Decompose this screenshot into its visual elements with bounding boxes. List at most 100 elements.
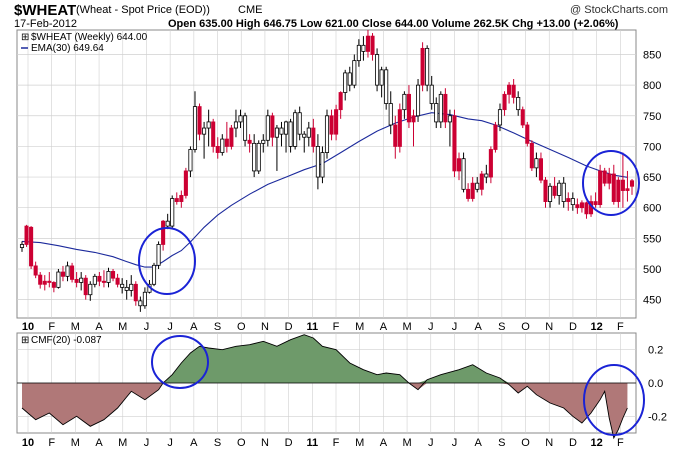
- candle: [375, 48, 380, 92]
- candle-body: [238, 115, 243, 123]
- candle-body: [598, 170, 603, 206]
- candle-body: [256, 142, 261, 172]
- candle-body: [388, 103, 393, 126]
- candle-body: [334, 109, 339, 135]
- candle: [283, 120, 289, 153]
- candle-body: [165, 220, 170, 227]
- candle: [97, 272, 102, 287]
- candle: [311, 118, 316, 153]
- candle: [24, 224, 29, 247]
- candle-body: [324, 115, 330, 153]
- cmf-x-tick-label: 12: [590, 437, 602, 449]
- candle: [507, 82, 512, 104]
- candle: [579, 200, 584, 213]
- candle: [202, 121, 207, 159]
- candle-body: [620, 179, 625, 191]
- candle-body: [156, 244, 161, 266]
- candle: [361, 36, 366, 61]
- candle-body: [106, 271, 111, 283]
- cmf-y-axis: 0.2 0.0 -0.2: [648, 345, 667, 424]
- price-x-tick-label: A: [95, 321, 103, 333]
- price-x-tick-label: 12: [590, 321, 602, 333]
- candle-body: [502, 93, 507, 111]
- candle: [261, 134, 266, 153]
- candle: [484, 164, 489, 184]
- candle: [538, 152, 543, 184]
- candle: [420, 42, 425, 92]
- candle-body: [443, 93, 448, 123]
- candle-body: [525, 124, 530, 144]
- candle: [620, 152, 625, 208]
- copyright: @ StockCharts.com: [570, 4, 668, 16]
- candle: [575, 198, 580, 214]
- candle-body: [384, 69, 389, 104]
- candle: [406, 85, 411, 129]
- candle: [456, 152, 462, 181]
- candle-body: [97, 275, 102, 282]
- annotation-circle-price-breakout: [138, 227, 196, 295]
- candle-body: [115, 277, 120, 285]
- candle-body: [293, 112, 298, 147]
- cmf-x-tick-label: 10: [22, 437, 34, 449]
- candle: [56, 268, 61, 289]
- candle-body: [456, 158, 462, 172]
- price-y-tick-label: 850: [643, 50, 661, 62]
- cmf-x-axis: 10 F M A M J J A S O N D 11 F M A M J J A S O N D 12 F: [22, 437, 624, 449]
- price-x-tick-label: A: [380, 321, 388, 333]
- candle: [598, 164, 603, 208]
- candle: [179, 190, 184, 208]
- price-x-tick-label: 11: [306, 321, 318, 333]
- candle: [616, 177, 621, 208]
- candle-body: [151, 264, 157, 285]
- candle-body: [320, 152, 325, 178]
- candle: [393, 115, 398, 159]
- candle: [324, 109, 330, 159]
- candle-body: [625, 188, 630, 191]
- candle: [552, 177, 557, 199]
- candle: [557, 180, 562, 205]
- candle-body: [111, 271, 116, 279]
- candle-body: [279, 127, 284, 135]
- price-x-tick-label: O: [521, 321, 530, 333]
- price-y-tick-label: 450: [643, 295, 661, 307]
- annotation-circle-cmf-rise: [151, 335, 209, 389]
- candle: [334, 104, 339, 141]
- candle-body: [534, 158, 539, 169]
- candle: [174, 192, 179, 205]
- candle-body: [402, 93, 407, 111]
- candle: [425, 45, 430, 92]
- candle: [488, 146, 493, 184]
- chart-description: (Wheat - Spot Price (EOD)): [76, 4, 210, 16]
- cmf-x-tick-label: O: [237, 437, 246, 449]
- cmf-x-tick-label: D: [569, 437, 577, 449]
- candle: [51, 281, 56, 293]
- candle-body: [83, 277, 88, 296]
- price-x-tick-label: S: [214, 321, 221, 333]
- candle-body: [70, 265, 75, 280]
- candle-body: [365, 35, 371, 52]
- price-x-tick-label: N: [545, 321, 553, 333]
- price-x-tick-label: D: [285, 321, 293, 333]
- candle-body: [452, 115, 457, 172]
- ema-line: [21, 112, 628, 268]
- candle: [197, 103, 202, 141]
- candle: [211, 118, 216, 153]
- candle: [106, 267, 111, 288]
- candle: [111, 268, 116, 282]
- candle-body: [447, 115, 452, 123]
- candle: [215, 137, 220, 159]
- candle-body: [247, 139, 252, 144]
- candle-body: [488, 149, 493, 178]
- candle: [183, 167, 188, 199]
- candle-body: [406, 93, 411, 123]
- candle-body: [616, 179, 621, 202]
- candle-body: [60, 271, 66, 277]
- price-panel: [16, 29, 637, 319]
- cmf-x-tick-label: M: [355, 437, 364, 449]
- price-x-axis: 10 F M A M J J A S O N D 11 F M A M J J A S O N D 12 F: [22, 321, 624, 333]
- candle-body: [211, 121, 216, 147]
- candle: [165, 213, 170, 230]
- candle: [42, 275, 47, 291]
- candle: [548, 183, 553, 208]
